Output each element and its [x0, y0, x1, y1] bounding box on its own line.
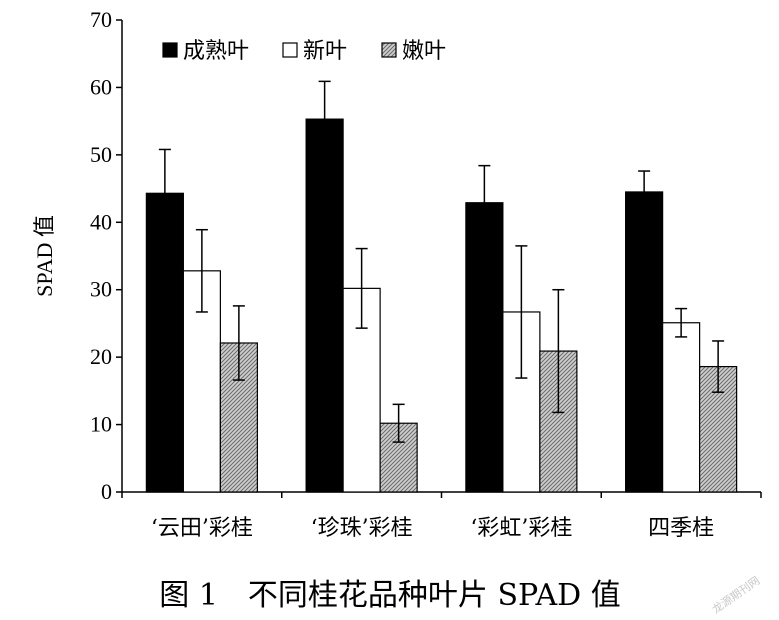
- y-axis-label: SPAD 值: [32, 215, 57, 297]
- bar-new-leaf: [662, 322, 701, 493]
- y-tick-label: 0: [101, 479, 112, 504]
- y-tick-label: 60: [90, 74, 112, 99]
- watermark: 龙源期刊网: [709, 573, 762, 616]
- x-ticks: [121, 492, 762, 498]
- legend-swatch: [282, 42, 298, 58]
- bar-mature-leaf: [145, 192, 184, 493]
- category-label: ‘云田’彩桂: [151, 516, 253, 541]
- category-label: 四季桂: [648, 516, 714, 541]
- category-labels: ‘云田’彩桂 ‘珍珠’彩桂 ‘彩虹’彩桂 四季桂: [151, 516, 714, 541]
- category-label: ‘珍珠’彩桂: [311, 516, 413, 541]
- y-ticks: 0 10 20 30 40 50 60 70: [90, 7, 122, 504]
- y-tick-label: 40: [90, 209, 112, 234]
- y-tick-label: 30: [90, 277, 112, 302]
- legend: 成熟叶 新叶 嫩叶: [162, 39, 446, 64]
- legend-label: 嫩叶: [402, 39, 446, 64]
- y-tick-label: 50: [90, 142, 112, 167]
- figure-caption: 图 1 不同桂花品种叶片 SPAD 值: [159, 578, 620, 613]
- error-bars: [158, 80, 725, 443]
- category-label: ‘彩虹’彩桂: [470, 516, 572, 541]
- legend-swatch: [381, 42, 397, 58]
- bar-mature-leaf: [305, 118, 344, 493]
- y-tick-label: 20: [90, 344, 112, 369]
- legend-label: 成熟叶: [183, 39, 249, 64]
- legend-swatch: [162, 42, 178, 58]
- y-tick-label: 10: [90, 412, 112, 437]
- y-tick-label: 70: [90, 7, 112, 32]
- bar-mature-leaf: [625, 191, 664, 493]
- bar-mature-leaf: [465, 202, 504, 493]
- legend-label: 新叶: [303, 39, 347, 64]
